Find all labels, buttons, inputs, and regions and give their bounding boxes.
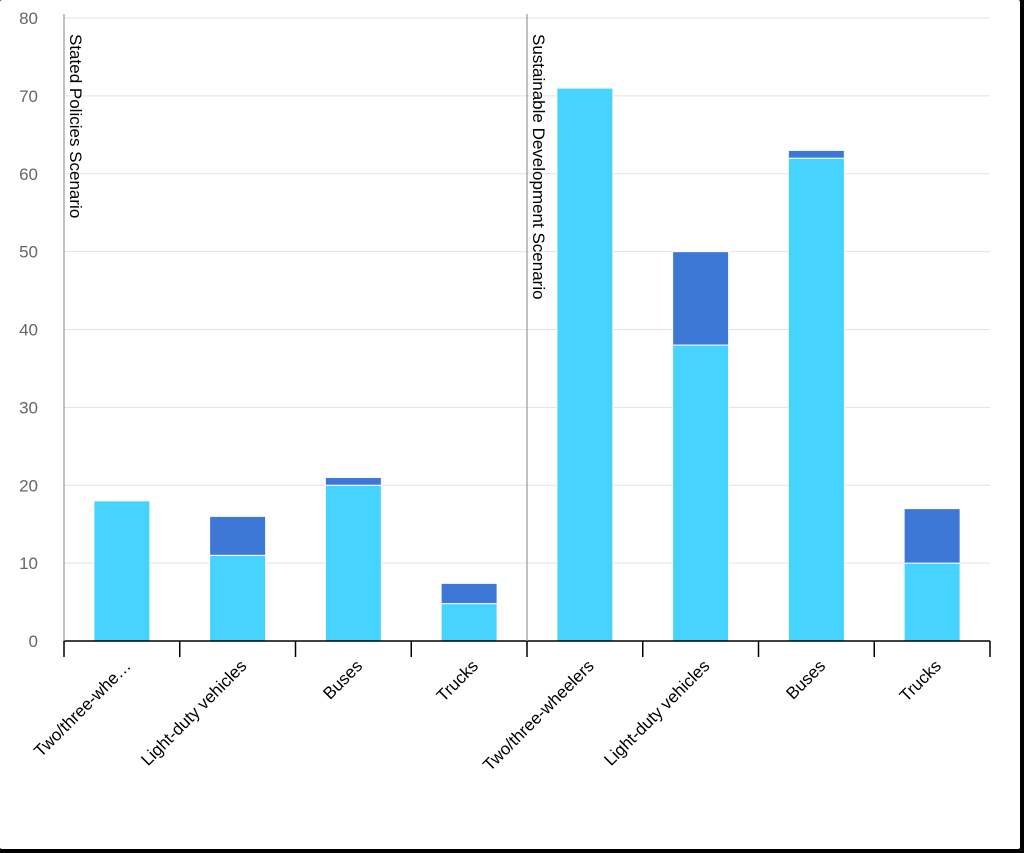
- y-tick-label: 50: [19, 243, 38, 262]
- y-tick-label: 60: [19, 165, 38, 184]
- bar-segment: [787, 157, 845, 642]
- bar-segment: [903, 508, 961, 564]
- bar-segment: [209, 515, 267, 556]
- y-tick-label: 40: [19, 321, 38, 340]
- bar-segment: [324, 476, 382, 486]
- bar-segment: [440, 582, 498, 605]
- axis-layer: [63, 14, 991, 657]
- x-category-label: Buses: [782, 656, 829, 703]
- x-category-label: Light-duty vehicles: [600, 656, 713, 769]
- bar-segment: [556, 87, 614, 642]
- x-category-label: Light-duty vehicles: [137, 656, 250, 769]
- bar-segment: [440, 603, 498, 642]
- scenario-label: Sustainable Development Scenario: [529, 34, 548, 300]
- x-category-label: Buses: [319, 656, 366, 703]
- y-tick-label: 0: [29, 632, 38, 651]
- y-tick-label: 70: [19, 87, 38, 106]
- bar-layer: [93, 87, 961, 642]
- x-category-label: Trucks: [896, 656, 945, 705]
- bar-segment: [787, 149, 845, 159]
- bar-segment: [209, 554, 267, 642]
- bar-segment: [672, 251, 730, 346]
- y-tick-label: 30: [19, 398, 38, 417]
- y-tick-label: 10: [19, 554, 38, 573]
- bar-segment: [93, 500, 151, 642]
- bar-segment: [672, 344, 730, 642]
- x-category-label: Two/three-wheelers: [479, 656, 597, 774]
- scenario-label: Stated Policies Scenario: [66, 34, 85, 218]
- bar-segment: [324, 484, 382, 642]
- x-category-label: Two/three-whe…: [30, 656, 134, 760]
- x-category-label: Trucks: [433, 656, 482, 705]
- bar-segment: [903, 562, 961, 642]
- y-tick-label: 20: [19, 476, 38, 495]
- y-tick-label: 80: [19, 9, 38, 28]
